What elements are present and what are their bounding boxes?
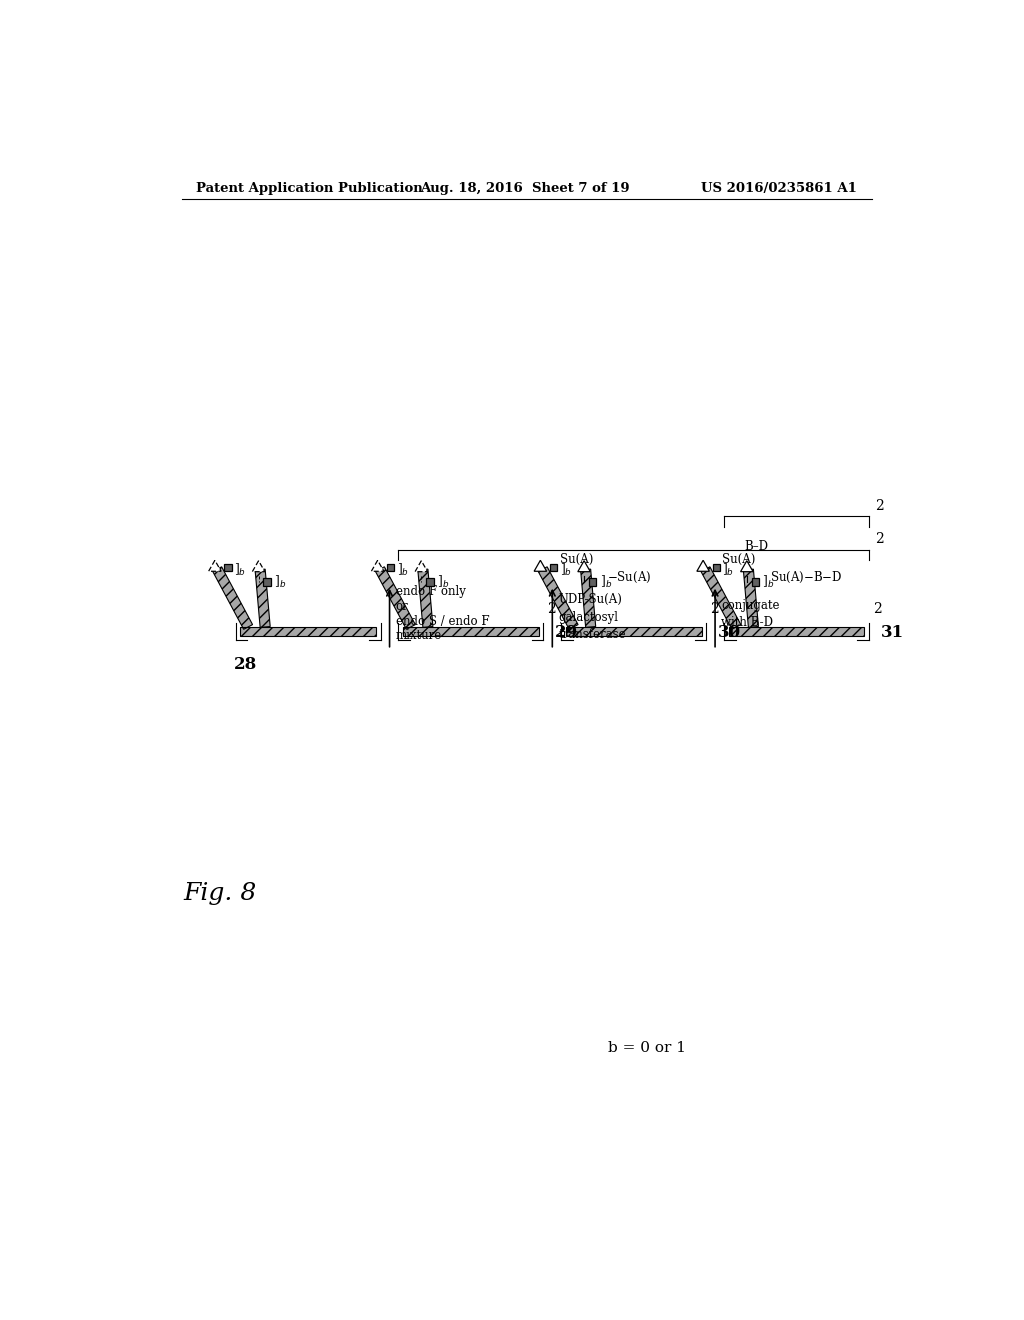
Polygon shape — [376, 566, 416, 630]
Text: mixture: mixture — [395, 630, 442, 643]
Text: Aug. 18, 2016  Sheet 7 of 19: Aug. 18, 2016 Sheet 7 of 19 — [420, 182, 630, 194]
Bar — [387, 564, 394, 572]
Bar — [241, 627, 376, 636]
Bar — [426, 578, 433, 586]
Bar — [729, 627, 864, 636]
Text: 2: 2 — [876, 499, 884, 513]
Text: ]$_b$: ]$_b$ — [560, 562, 571, 578]
Text: Su(A): Su(A) — [560, 553, 593, 566]
Text: endo F only: endo F only — [395, 585, 466, 598]
Bar — [589, 578, 596, 586]
Polygon shape — [701, 566, 740, 630]
Text: ]$_b$: ]$_b$ — [756, 574, 775, 590]
Text: Patent Application Publication: Patent Application Publication — [197, 182, 423, 194]
Text: 28: 28 — [233, 656, 257, 673]
Polygon shape — [209, 560, 221, 572]
Polygon shape — [418, 569, 433, 627]
Text: ]$_b$: ]$_b$ — [723, 562, 734, 578]
Text: ]$_b$: ]$_b$ — [234, 562, 247, 578]
Text: $-$Su(A): $-$Su(A) — [607, 570, 651, 585]
Polygon shape — [213, 566, 253, 630]
Text: 2: 2 — [872, 602, 882, 616]
Bar — [550, 564, 557, 572]
Polygon shape — [252, 561, 265, 572]
Text: with B-D: with B-D — [721, 616, 773, 630]
Polygon shape — [372, 560, 384, 572]
Bar — [752, 578, 759, 586]
Text: or: or — [395, 601, 409, 612]
Text: US 2016/0235861 A1: US 2016/0235861 A1 — [700, 182, 856, 194]
Text: UDP-Su(A): UDP-Su(A) — [558, 593, 623, 606]
Text: 2: 2 — [710, 602, 719, 616]
Bar — [566, 627, 701, 636]
Text: 31: 31 — [881, 624, 903, 642]
Polygon shape — [539, 566, 579, 630]
Polygon shape — [740, 561, 753, 572]
Bar — [403, 627, 539, 636]
Bar — [566, 627, 701, 636]
Text: 30: 30 — [718, 624, 741, 642]
Polygon shape — [535, 560, 547, 572]
Bar — [263, 578, 270, 586]
Polygon shape — [255, 569, 270, 627]
Text: Fig. 8: Fig. 8 — [183, 882, 257, 906]
Polygon shape — [697, 560, 710, 572]
Text: ]$_b$: ]$_b$ — [267, 574, 287, 590]
Text: galactosyl: galactosyl — [558, 611, 618, 624]
Text: ]$_b$: ]$_b$ — [593, 574, 612, 590]
Text: 2: 2 — [876, 532, 884, 546]
Text: transferase: transferase — [558, 628, 626, 640]
Polygon shape — [743, 569, 759, 627]
Text: ]$_b$: ]$_b$ — [430, 574, 450, 590]
Polygon shape — [581, 569, 596, 627]
Polygon shape — [415, 561, 428, 572]
Text: b = 0 or 1: b = 0 or 1 — [608, 1041, 686, 1056]
Bar — [729, 627, 864, 636]
Text: 2: 2 — [547, 602, 556, 616]
Text: Su(A)$-$B$-$D: Su(A)$-$B$-$D — [770, 570, 843, 585]
Polygon shape — [578, 561, 590, 572]
Text: ]$_b$: ]$_b$ — [397, 562, 410, 578]
Bar — [241, 627, 376, 636]
Text: B–D: B–D — [744, 540, 768, 553]
Text: endo S / endo F: endo S / endo F — [395, 615, 489, 628]
Text: conjugate: conjugate — [721, 598, 779, 611]
Text: Su(A): Su(A) — [723, 553, 756, 566]
Bar — [713, 564, 720, 572]
Bar — [224, 564, 231, 572]
Bar — [403, 627, 539, 636]
Text: 29: 29 — [555, 624, 579, 642]
